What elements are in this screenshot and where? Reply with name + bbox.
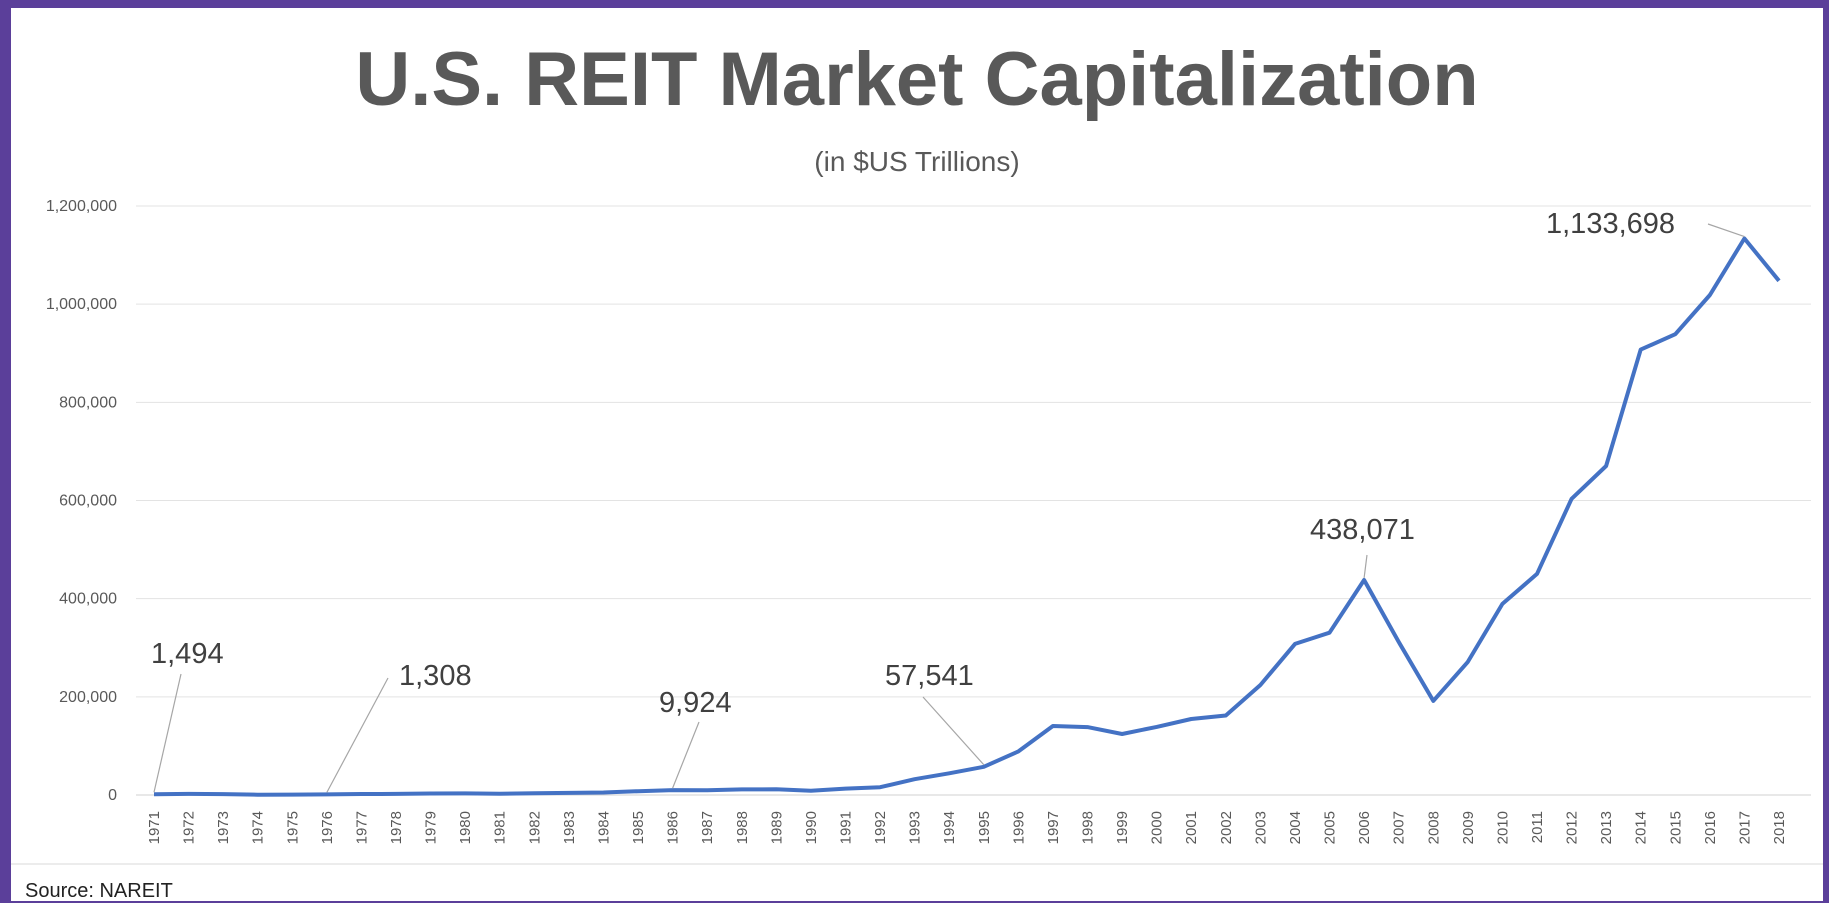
x-tick-label: 1993 xyxy=(907,811,924,844)
x-tick-label: 2002 xyxy=(1218,811,1235,844)
x-tick-label: 1997 xyxy=(1045,811,1062,844)
y-tick-label: 200,000 xyxy=(59,689,117,706)
x-tick-label: 2000 xyxy=(1149,811,1166,844)
label-leader-line xyxy=(672,721,700,789)
label-leader-line xyxy=(1363,554,1368,579)
x-tick-label: 1976 xyxy=(319,811,336,844)
x-tick-label: 2001 xyxy=(1183,811,1200,844)
chart-subtitle: (in $US Trillions) xyxy=(814,146,1020,177)
y-tick-label: 400,000 xyxy=(59,591,117,608)
label-leader-line xyxy=(153,673,182,793)
x-tick-label: 2016 xyxy=(1702,811,1719,844)
x-tick-label: 2018 xyxy=(1771,811,1788,844)
x-tick-label: 2006 xyxy=(1356,811,1373,844)
x-tick-label: 1977 xyxy=(353,811,370,844)
x-tick-label: 1987 xyxy=(699,811,716,844)
x-tick-label: 1986 xyxy=(665,811,682,844)
x-tick-label: 2005 xyxy=(1322,811,1339,844)
x-tick-label: 1989 xyxy=(768,811,785,844)
y-tick-label: 800,000 xyxy=(59,394,117,411)
y-tick-label: 0 xyxy=(108,787,117,804)
x-tick-label: 1973 xyxy=(215,811,232,844)
x-tick-label: 1996 xyxy=(1010,811,1027,844)
x-tick-label: 1992 xyxy=(872,811,889,844)
x-tick-label: 1983 xyxy=(561,811,578,844)
x-tick-label: 2013 xyxy=(1598,811,1615,844)
x-tick-label: 1980 xyxy=(457,811,474,844)
data-label: 1,494 xyxy=(151,638,224,670)
x-tick-label: 2012 xyxy=(1564,811,1581,844)
x-tick-label: 1995 xyxy=(976,811,993,844)
data-label: 9,924 xyxy=(659,687,732,719)
x-tick-label: 1999 xyxy=(1114,811,1131,844)
x-tick-label: 1994 xyxy=(941,811,958,844)
label-leader-line xyxy=(922,696,985,766)
x-tick-label: 2007 xyxy=(1391,811,1408,844)
x-tick-label: 2017 xyxy=(1736,811,1753,844)
series-line xyxy=(153,236,1781,797)
x-tick-label: 1978 xyxy=(388,811,405,844)
data-label: 438,071 xyxy=(1310,514,1415,546)
x-tick-label: 1998 xyxy=(1080,811,1097,844)
x-tick-label: 1979 xyxy=(423,811,440,844)
x-tick-label: 2014 xyxy=(1633,811,1650,844)
data-label: 1,133,698 xyxy=(1546,208,1675,240)
x-tick-label: 2010 xyxy=(1494,811,1511,844)
label-leader-line xyxy=(326,677,389,793)
x-tick-label: 2009 xyxy=(1460,811,1477,844)
x-tick-label: 2015 xyxy=(1667,811,1684,844)
data-label: 1,308 xyxy=(399,660,472,692)
y-tick-label: 600,000 xyxy=(59,493,117,510)
x-tick-label: 1975 xyxy=(284,811,301,844)
x-tick-label: 1984 xyxy=(595,811,612,844)
label-leader-line xyxy=(1707,223,1745,238)
x-tick-label: 2003 xyxy=(1252,811,1269,844)
x-tick-label: 2008 xyxy=(1425,811,1442,844)
x-tick-label: 1981 xyxy=(492,811,509,844)
x-tick-label: 1988 xyxy=(734,811,751,844)
x-tick-label: 1972 xyxy=(181,811,198,844)
x-tick-label: 2004 xyxy=(1287,811,1304,844)
line-chart: 0 200,000 400,000 600,000 800,000 1,000,000 1,… xyxy=(11,198,1823,865)
x-tick-label: 1982 xyxy=(526,811,543,844)
x-tick-label: 1990 xyxy=(803,811,820,844)
y-tick-label: 1,000,000 xyxy=(46,296,117,313)
x-tick-label: 2011 xyxy=(1529,811,1546,843)
chart-title: U.S. REIT Market Capitalization xyxy=(355,37,1479,122)
chart-frame: U.S. REIT Market Capitalization (in $US … xyxy=(11,8,1823,902)
data-label: 57,541 xyxy=(885,660,974,692)
source-note: Source: NAREIT xyxy=(25,880,173,902)
x-tick-label: 1971 xyxy=(146,811,163,844)
x-tick-label: 1985 xyxy=(630,811,647,844)
x-tick-label: 1974 xyxy=(250,811,267,844)
x-tick-label: 1991 xyxy=(837,811,854,844)
y-tick-label: 1,200,000 xyxy=(46,198,117,215)
